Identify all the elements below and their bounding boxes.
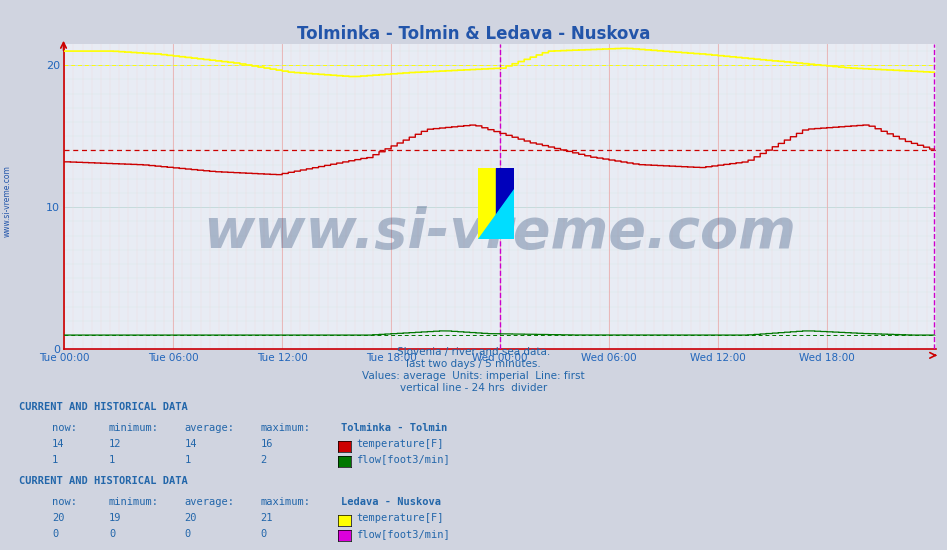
- Text: 19: 19: [109, 513, 121, 524]
- Text: www.si-vreme.com: www.si-vreme.com: [204, 206, 796, 260]
- Text: flow[foot3/min]: flow[foot3/min]: [356, 454, 450, 465]
- Text: now:: now:: [52, 497, 77, 507]
- Text: average:: average:: [185, 497, 235, 507]
- Text: CURRENT AND HISTORICAL DATA: CURRENT AND HISTORICAL DATA: [19, 476, 188, 486]
- Text: temperature[F]: temperature[F]: [356, 439, 443, 449]
- Text: now:: now:: [52, 422, 77, 433]
- Text: 14: 14: [185, 439, 197, 449]
- Text: maximum:: maximum:: [260, 422, 311, 433]
- Text: Slovenia / river and sea data.: Slovenia / river and sea data.: [397, 346, 550, 357]
- Text: CURRENT AND HISTORICAL DATA: CURRENT AND HISTORICAL DATA: [19, 402, 188, 412]
- Polygon shape: [478, 189, 514, 239]
- Text: 1: 1: [109, 454, 116, 465]
- Text: 0: 0: [260, 529, 267, 539]
- Text: 0: 0: [52, 529, 59, 539]
- Text: Ledava - Nuskova: Ledava - Nuskova: [341, 497, 441, 507]
- Bar: [478, 168, 496, 239]
- Text: 20: 20: [185, 513, 197, 524]
- Text: last two days / 5 minutes.: last two days / 5 minutes.: [406, 359, 541, 369]
- Text: 21: 21: [260, 513, 273, 524]
- Text: www.si-vreme.com: www.si-vreme.com: [3, 165, 12, 236]
- Text: 12: 12: [109, 439, 121, 449]
- Text: average:: average:: [185, 422, 235, 433]
- Text: 1: 1: [185, 454, 191, 465]
- Text: 1: 1: [52, 454, 59, 465]
- Text: 2: 2: [260, 454, 267, 465]
- Text: 0: 0: [185, 529, 191, 539]
- Text: vertical line - 24 hrs  divider: vertical line - 24 hrs divider: [400, 383, 547, 393]
- Text: Values: average  Units: imperial  Line: first: Values: average Units: imperial Line: fi…: [362, 371, 585, 381]
- Text: 14: 14: [52, 439, 64, 449]
- Text: maximum:: maximum:: [260, 497, 311, 507]
- Text: minimum:: minimum:: [109, 422, 159, 433]
- Text: minimum:: minimum:: [109, 497, 159, 507]
- Text: 0: 0: [109, 529, 116, 539]
- Bar: [496, 168, 514, 239]
- Text: Tolminka - Tolmin: Tolminka - Tolmin: [341, 422, 447, 433]
- Text: Tolminka - Tolmin & Ledava - Nuskova: Tolminka - Tolmin & Ledava - Nuskova: [296, 25, 651, 43]
- Text: temperature[F]: temperature[F]: [356, 513, 443, 524]
- Text: flow[foot3/min]: flow[foot3/min]: [356, 529, 450, 539]
- Text: 16: 16: [260, 439, 273, 449]
- Text: 20: 20: [52, 513, 64, 524]
